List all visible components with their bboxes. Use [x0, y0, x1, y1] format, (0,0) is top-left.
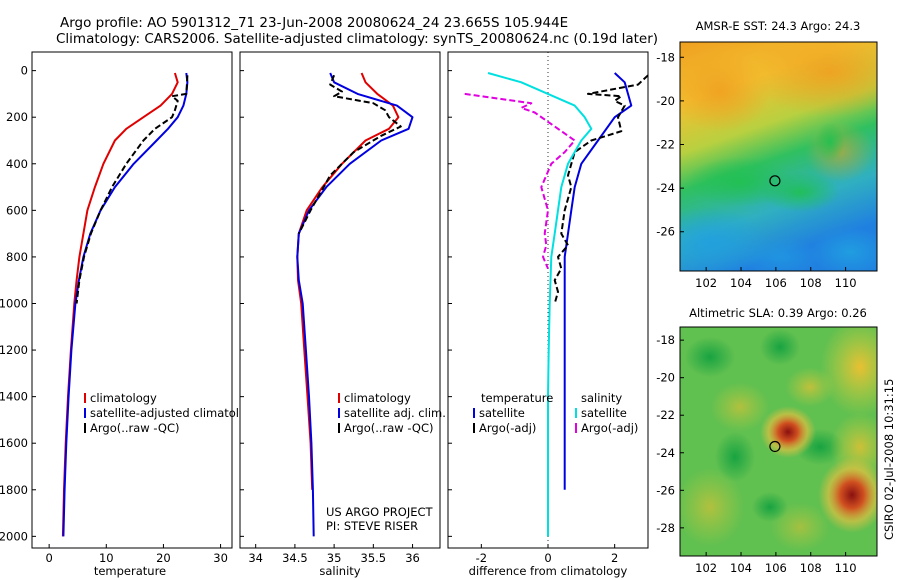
x-tick-label: -2 — [476, 551, 487, 565]
temperature-x-label: temperature — [94, 564, 166, 578]
series-line-salinity-argo-adj- — [464, 92, 576, 269]
sla-map-frame — [679, 326, 878, 557]
sst-map-ticks: 102 104 106 108 110 -18 -20 -22 -24 -26 — [656, 50, 856, 290]
map-y-tick-label: -28 — [656, 521, 675, 535]
x-tick-label: 2 — [611, 551, 618, 565]
map-x-tick-label: 102 — [695, 561, 717, 575]
sla-argo-location-marker — [769, 440, 781, 453]
map-x-tick-label: 104 — [730, 561, 752, 575]
y-tick-label: 600 — [6, 203, 28, 217]
sla-map-title: Altimetric SLA: 0.39 Argo: 0.26 — [689, 306, 867, 320]
legend-label: Argo(..raw -QC) — [344, 421, 434, 435]
map-y-tick-label: -26 — [656, 225, 675, 239]
map-x-tick-label: 108 — [800, 561, 822, 575]
sla-map-image — [680, 327, 877, 556]
sla-map: Altimetric SLA: 0.39 Argo: 0.26 102 104 10… — [656, 306, 878, 575]
figure-title-line1: Argo profile: AO 5901312_71 23-Jun-2008 … — [60, 15, 568, 31]
sst-map-frame — [679, 41, 878, 272]
y-tick-label: 1000 — [0, 296, 28, 310]
map-x-tick-label: 106 — [765, 276, 787, 290]
series-line-salinity-satellite — [487, 72, 593, 537]
x-tick-label: 30 — [213, 551, 228, 565]
salinity-axes-frame — [239, 51, 441, 549]
map-y-tick-label: -18 — [656, 333, 675, 347]
legend-label: satellite-adjusted climatology — [90, 406, 260, 420]
map-y-tick-label: -22 — [656, 408, 675, 422]
legend-label: Argo(..raw -QC) — [90, 421, 180, 435]
project-label: US ARGO PROJECT — [326, 505, 434, 519]
salinity-series — [296, 72, 414, 537]
salinity-ticks: 34 34.5 35 35.5 36 — [240, 70, 420, 565]
y-tick-label: 0 — [21, 64, 28, 78]
sst-map: AMSR-E SST: 24.3 Argo: 24.3 102 104 106 108… — [656, 19, 878, 290]
x-tick-label: 20 — [156, 551, 171, 565]
x-tick-label: 34.5 — [282, 551, 308, 565]
y-tick-label: 1200 — [0, 343, 28, 357]
difference-ticks: -2 0 2 — [448, 70, 618, 565]
x-tick-label: 36 — [405, 551, 420, 565]
y-tick-label: 1800 — [0, 483, 28, 497]
x-tick-label: 35.5 — [361, 551, 387, 565]
y-tick-label: 400 — [6, 157, 28, 171]
legend-label: Argo(-adj) — [479, 421, 536, 435]
x-tick-label: 0 — [544, 551, 551, 565]
legend-label: satellite — [581, 406, 627, 420]
legend-label: climatology — [344, 391, 411, 405]
series-line-argo-raw-qc- — [297, 74, 402, 235]
y-tick-label: 800 — [6, 250, 28, 264]
y-tick-label: 1400 — [0, 390, 28, 404]
series-line-temperature-argo-adj- — [553, 74, 649, 304]
figure-title-line2: Climatology: CARS2006. Satellite-adjuste… — [56, 31, 658, 47]
sst-map-title: AMSR-E SST: 24.3 Argo: 24.3 — [696, 19, 861, 33]
map-y-tick-label: -22 — [656, 138, 675, 152]
difference-legend: temperature salinitysatelliteArgo(-adj)sa… — [473, 391, 638, 435]
x-tick-label: 10 — [99, 551, 114, 565]
map-x-tick-label: 110 — [835, 561, 857, 575]
sst-argo-location-marker — [769, 175, 781, 187]
sla-map-ticks: 102 104 106 108 110 -18 -20 -22 -24 -26 -28 — [656, 333, 856, 575]
temperature-profile-chart: 0 200 400 600 800 1000 1200 1400 1600 1800 2000 0 10… — [0, 51, 260, 578]
legend-label: satellite — [479, 406, 525, 420]
x-tick-label: 35 — [327, 551, 342, 565]
csiro-timestamp-label: CSIRO 02-Jul-2008 10:31:15 — [882, 379, 896, 540]
map-y-tick-label: -18 — [656, 50, 675, 64]
map-x-tick-label: 106 — [765, 561, 787, 575]
sst-map-image — [680, 42, 877, 271]
map-x-tick-label: 102 — [695, 276, 717, 290]
temperature-axes-frame — [31, 51, 233, 549]
map-x-tick-label: 108 — [800, 276, 822, 290]
map-y-tick-label: -20 — [656, 371, 675, 385]
map-y-tick-label: -26 — [656, 483, 675, 497]
temperature-ticks: 0 200 400 600 800 1000 1200 1400 1600 1800 2000 0 10… — [0, 64, 228, 565]
legend-label: satellite adj. clim. — [344, 406, 446, 420]
y-tick-label: 200 — [6, 110, 28, 124]
legend-header-salinity: salinity — [581, 391, 622, 405]
x-tick-label: 34 — [248, 551, 263, 565]
series-line-satellite-adj-clim- — [296, 72, 414, 537]
y-tick-label: 2000 — [0, 529, 28, 543]
map-x-tick-label: 110 — [835, 276, 857, 290]
map-x-tick-label: 104 — [730, 276, 752, 290]
temperature-series — [61, 72, 189, 537]
x-tick-label: 0 — [45, 551, 52, 565]
legend-label: climatology — [90, 391, 157, 405]
legend-header-temperature: temperature — [481, 391, 553, 405]
salinity-x-label: salinity — [319, 564, 360, 578]
difference-x-label: difference from climatology — [469, 564, 628, 578]
map-y-tick-label: -20 — [656, 94, 675, 108]
series-line-temperature-satellite — [563, 72, 633, 490]
pi-label: PI: STEVE RISER — [326, 519, 418, 533]
map-y-tick-label: -24 — [656, 446, 675, 460]
legend-label: Argo(-adj) — [581, 421, 638, 435]
difference-profile-chart: -2 0 2 temperature salinitysatelliteArgo(-a… — [447, 51, 649, 578]
map-y-tick-label: -24 — [656, 181, 675, 195]
y-tick-label: 1600 — [0, 436, 28, 450]
difference-series — [464, 72, 649, 537]
series-line-argo-raw-qc- — [75, 75, 189, 304]
